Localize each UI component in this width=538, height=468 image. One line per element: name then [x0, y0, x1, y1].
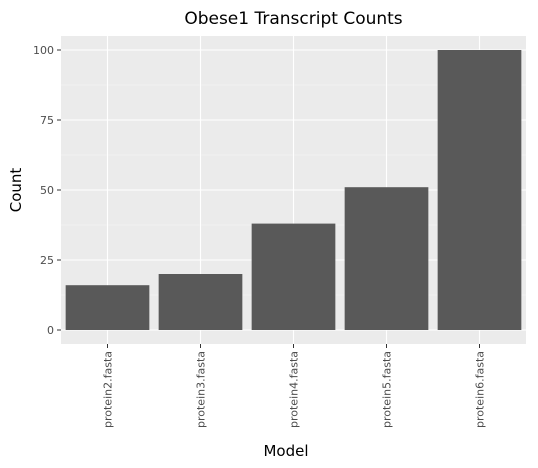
bars [65, 50, 522, 330]
x-axis-title: Model [263, 442, 308, 460]
y-tick-label: 25 [40, 254, 54, 267]
y-axis-title: Count [7, 168, 25, 213]
x-axis: protein2.fasta protein3.fasta protein4.fas… [102, 344, 487, 428]
bar [437, 50, 522, 330]
x-tick-label: protein2.fasta [102, 351, 115, 428]
chart-title: Obese1 Transcript Counts [184, 9, 402, 29]
bar [251, 223, 336, 330]
y-axis: 0 25 50 75 100 [33, 44, 61, 337]
x-tick-label: protein3.fasta [195, 351, 208, 428]
x-tick-label: protein6.fasta [474, 351, 487, 428]
bar [65, 285, 150, 330]
y-tick-label: 100 [33, 44, 54, 57]
y-tick-label: 50 [40, 184, 54, 197]
x-tick-label: protein4.fasta [288, 351, 301, 428]
x-tick-label: protein5.fasta [381, 351, 394, 428]
y-tick-label: 75 [40, 114, 54, 127]
bar [158, 274, 243, 330]
y-tick-label: 0 [47, 324, 54, 337]
bar [344, 187, 429, 330]
